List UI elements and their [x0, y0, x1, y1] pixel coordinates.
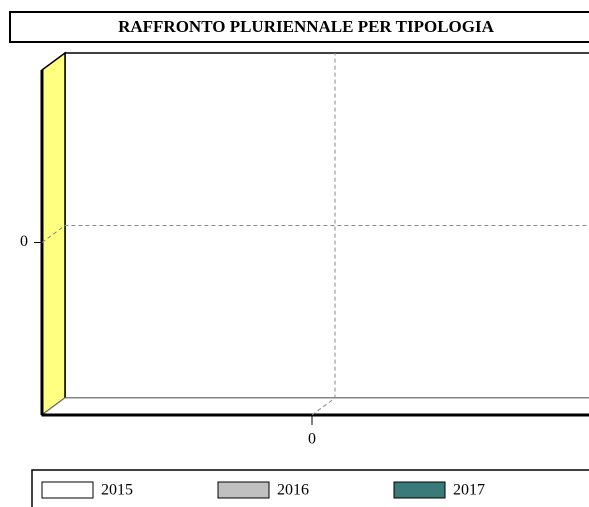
legend-label: 2016	[277, 482, 309, 499]
legend-label: 2015	[101, 482, 133, 499]
legend-swatch	[41, 481, 94, 499]
legend-label: 2017	[453, 482, 485, 499]
chart-title: RAFFRONTO PLURIENNALE PER TIPOLOGIA	[118, 17, 494, 36]
floor	[40, 397, 589, 416]
legend-swatch	[217, 481, 270, 499]
x-tick-label: 0	[308, 431, 316, 448]
grid-line	[311, 53, 336, 416]
y-tick-label: 0	[20, 233, 28, 250]
title-box	[9, 11, 589, 43]
legend-box	[31, 469, 589, 507]
grid-line	[41, 225, 589, 243]
legend-swatch	[393, 481, 446, 499]
